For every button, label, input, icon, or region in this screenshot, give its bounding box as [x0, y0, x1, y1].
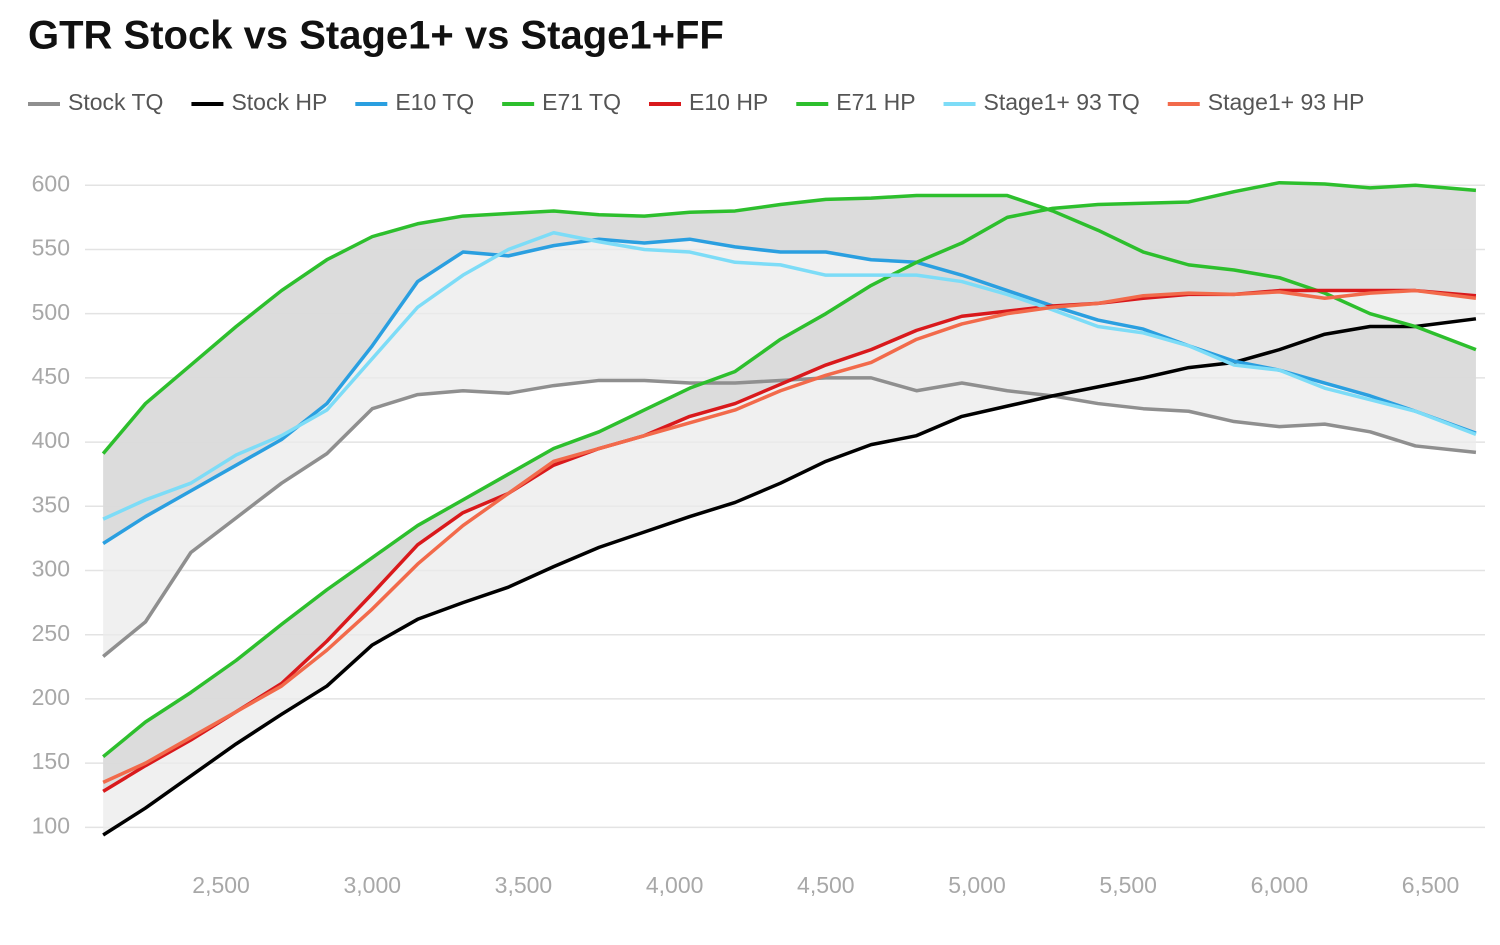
- legend-label: E71 HP: [836, 89, 915, 115]
- legend-label: Stock TQ: [68, 89, 163, 115]
- y-tick-label: 250: [32, 620, 70, 646]
- x-tick-label: 6,500: [1402, 872, 1460, 898]
- y-tick-label: 550: [32, 235, 70, 261]
- y-tick-label: 400: [32, 427, 70, 453]
- x-tick-label: 4,500: [797, 872, 855, 898]
- series-line: [102, 231, 1477, 521]
- series-line: [102, 237, 1477, 546]
- legend-label: Stage1+ 93 TQ: [984, 89, 1140, 115]
- x-tick-label: 6,000: [1251, 872, 1309, 898]
- y-tick-label: 350: [32, 491, 70, 517]
- x-tick-label: 5,000: [948, 872, 1006, 898]
- series-line: [101, 193, 1477, 455]
- y-tick-label: 300: [32, 556, 70, 582]
- legend-label: E10 HP: [689, 89, 768, 115]
- chart-title: GTR Stock vs Stage1+ vs Stage1+FF: [28, 14, 724, 58]
- legend-label: E10 TQ: [395, 89, 474, 115]
- x-tick-label: 4,000: [646, 872, 704, 898]
- x-tick-label: 3,500: [495, 872, 553, 898]
- legend-label: Stage1+ 93 HP: [1208, 89, 1365, 115]
- band: [103, 182, 1476, 836]
- y-tick-label: 150: [32, 748, 70, 774]
- legend-label: E71 TQ: [542, 89, 621, 115]
- y-tick-label: 450: [32, 363, 70, 389]
- x-tick-label: 2,500: [192, 872, 250, 898]
- x-tick-label: 5,500: [1099, 872, 1157, 898]
- x-tick-label: 3,000: [343, 872, 401, 898]
- legend-label: Stock HP: [231, 89, 327, 115]
- series-line: [102, 180, 1477, 759]
- series-line: [102, 376, 1477, 658]
- y-tick-label: 500: [32, 299, 70, 325]
- y-tick-label: 600: [32, 170, 70, 196]
- y-tick-label: 100: [32, 812, 70, 838]
- series-line: [102, 288, 1477, 784]
- band: [103, 182, 1476, 792]
- y-tick-label: 200: [32, 684, 70, 710]
